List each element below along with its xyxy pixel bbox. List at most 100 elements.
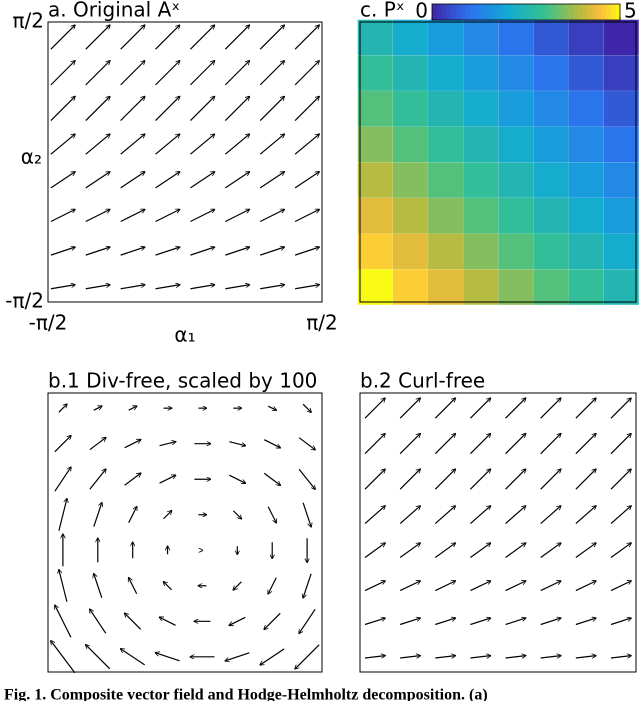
arrow [295,644,320,669]
arrow [267,506,276,523]
arrow [232,510,241,519]
arrow [155,247,180,256]
heat-cell [603,162,639,198]
arrow [160,617,176,626]
heat-cell [498,126,534,163]
arrow [505,656,526,659]
arrow [259,209,284,223]
arrow [399,581,420,592]
arrow [505,469,526,490]
heat-cell [498,269,534,305]
arrow [399,398,420,419]
arrow [55,605,72,638]
heat-cell [428,197,464,234]
heat-cell [428,55,464,91]
arrow [155,209,180,223]
arrow [298,437,315,450]
arrow [125,613,142,630]
arrow [225,247,249,256]
arrow [540,398,561,419]
arrow [505,581,526,592]
heat-cell [392,19,428,56]
arrow [434,506,455,524]
arrow [505,398,526,419]
arrow [233,581,242,590]
arrow [364,434,385,455]
arrow [229,474,245,483]
colorbar-segment [464,4,471,20]
axes-frame [359,21,637,303]
x-tick-label: -π/2 [29,311,68,335]
arrow [190,25,214,50]
arrow [470,543,490,558]
panel-title: b.1 Div-free, scaled by 100 [48,369,317,393]
arrow [190,209,214,223]
heat-cell [603,126,639,163]
colorbar-segment [577,4,583,20]
arrow [540,506,561,524]
arrow [434,398,455,419]
arrow [190,97,214,121]
heat-cell [357,19,393,56]
heat-cell [603,233,639,270]
arrow [575,618,596,626]
arrow [51,641,76,674]
colorbar-segment [558,4,565,20]
heat-cell [533,197,569,234]
arrow [575,656,596,659]
heat-cell [533,162,569,198]
arrow [260,247,284,256]
colorbar-segment [563,4,569,20]
arrow [155,172,180,189]
arrow [470,618,490,626]
heat-cell [463,269,499,305]
arrow [434,434,455,455]
arrow [90,609,107,634]
arrow [470,506,490,524]
arrow [93,406,102,411]
arrow [435,581,455,592]
arrow [120,247,145,256]
arrow [50,209,75,223]
arrow [85,247,110,256]
arrow [610,434,631,455]
arrow [120,285,145,290]
panel-title: c. Pˣ [360,0,405,22]
arrow [50,25,75,50]
heat-cell [428,233,464,270]
colorbar-segment [530,4,536,20]
x-axis-label: α₁ [174,323,195,347]
arrow [610,506,631,524]
x-tick-label: π/2 [306,311,338,335]
heat-cell [392,162,428,198]
arrow [120,172,145,189]
heat-cell [357,126,393,163]
colorbar-segment [615,4,621,20]
arrow [128,406,137,411]
colorbar-segment [605,4,612,20]
colorbar-segment [497,4,503,20]
colorbar-segment [432,4,438,20]
arrow [225,209,249,223]
colorbar-segment [469,4,475,20]
colorbar-segment [446,4,452,20]
colorbar-segment [511,4,518,20]
arrow [124,440,141,449]
arrow [93,503,102,527]
heat-cell [392,269,428,305]
heat-cell [392,233,428,270]
arrow [294,209,319,223]
heat-cell [357,91,393,127]
arrow [229,441,245,446]
arrow [89,438,106,451]
heat-cell [603,269,639,305]
arrow [260,648,285,665]
colorbar-segment [591,4,597,20]
colorbar-segment [526,4,532,20]
heat-cell [603,19,639,56]
caption: Fig. 1. Composite vector field and Hodge… [4,687,488,701]
arrow [364,656,385,659]
colorbar-frame [431,3,621,21]
arrow [156,653,180,662]
